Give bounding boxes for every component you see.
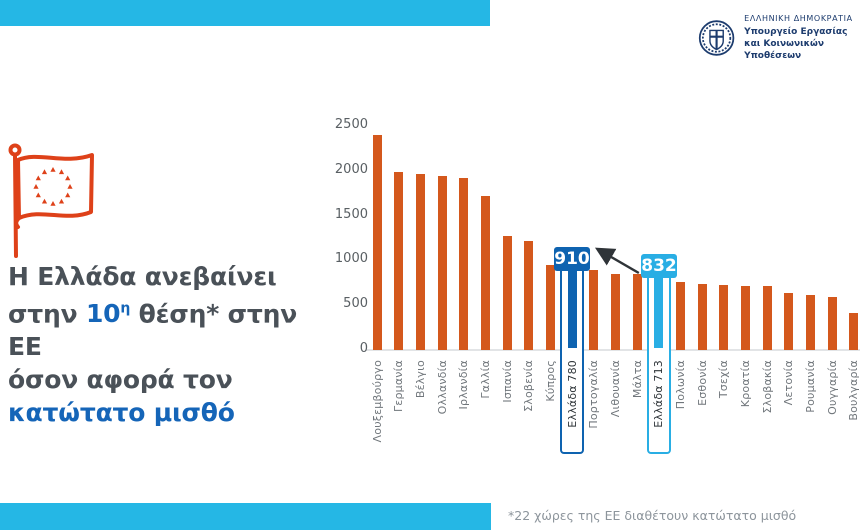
headline: Η Ελλάδα ανεβαίνει στην 10η θέση* στην Ε… [8,260,338,429]
wage-bar [524,241,533,350]
wage-bar [611,274,620,350]
wage-bar [806,295,815,350]
eu-stars [33,167,73,206]
wage-bar [849,313,858,350]
wage-bar [481,196,490,350]
country-label: Γερμανία [392,360,405,413]
country-label: Κύπρος [544,360,557,402]
country-label: Ισπανία [501,360,514,403]
wage-bar [741,286,750,350]
country-label: Ρουμανία [804,360,817,413]
country-label: Σλοβακία [761,360,774,414]
country-label: Τσεχία [717,360,730,399]
wage-bar [828,297,837,350]
country-label: Μάλτα [631,360,644,399]
headline-line-2: στην 10η θέση* στην ΕΕ [8,299,298,362]
country-label: Γαλλία [479,360,492,399]
wage-bar [438,176,447,350]
wage-bar [763,286,772,350]
eu-flag-icon [6,140,106,266]
x-axis-line [366,349,860,351]
wage-bar [546,265,555,350]
value-badge-new: 910 [554,247,590,271]
gov-line-2: Υπουργείο Εργασίας [744,27,848,37]
wage-bar [654,275,663,348]
country-label: Λετονία [782,360,795,406]
country-label: Ιρλανδία [457,360,470,410]
country-label: Λιθουανία [609,360,622,418]
country-label: Βέλγιο [414,360,427,399]
wage-bar [568,268,577,348]
headline-line-3: όσον αφορά τον [8,365,233,395]
ministry-name: ΕΛΛΗΝΙΚΗ ΔΗΜΟΚΡΑΤΙΑ Υπουργείο Εργασίας κ… [744,14,868,62]
ministry-logo: ΕΛΛΗΝΙΚΗ ΔΗΜΟΚΡΑΤΙΑ Υπουργείο Εργασίας κ… [698,14,868,62]
country-label: Πολωνία [674,360,687,410]
bottom-accent-bar [0,503,491,530]
gov-line-3: και Κοινωνικών Υποθέσεων [744,39,824,61]
wage-bar [784,293,793,350]
country-label: Σλοβενία [522,360,535,412]
country-label: Πορτογαλία [587,360,600,429]
y-axis-tick: 1000 [334,251,368,267]
country-label: Ουγγαρία [826,360,839,415]
wage-bar [589,270,598,350]
country-label: Ολλανδία [436,360,449,415]
country-label: Βουλγαρία [847,360,860,421]
wage-bar [394,172,403,350]
country-label: Λουξεμβούργο [371,360,384,443]
wage-bar [698,284,707,350]
y-axis-tick: 500 [343,296,368,312]
wage-bar [416,174,425,350]
top-accent-bar [0,0,490,26]
y-axis-tick: 1500 [334,206,368,222]
rank-highlight: 10η [85,299,131,329]
wage-bar [459,178,468,350]
wage-bar [633,274,642,350]
wage-bar [676,282,685,350]
minimum-wage-chart: 2500 2000 1500 1000 500 0 Λουξεμβούργο Γερμανία… [330,112,868,480]
gov-line-1: ΕΛΛΗΝΙΚΗ ΔΗΜΟΚΡΑΤΙΑ [744,14,853,23]
greek-emblem-icon [698,20,735,56]
y-axis-tick: 0 [359,341,368,356]
y-axis-tick: 2500 [334,117,368,132]
wage-bar [373,135,382,350]
country-label: Ελλάδα 780 [566,360,579,428]
country-label: Κροατία [739,360,752,408]
footnote: *22 χώρες της ΕΕ διαθέτουν κατώτατο μισθ… [508,508,797,523]
wage-bar [719,285,728,350]
y-axis-tick: 2000 [334,161,368,177]
country-label: Εσθονία [696,360,709,406]
headline-line-1: Η Ελλάδα ανεβαίνει [8,262,277,291]
country-label: Ελλάδα 713 [652,360,665,428]
headline-line-4: κατώτατο μισθό [8,398,235,428]
value-badge-old: 832 [641,254,677,278]
wage-bar [503,236,512,350]
